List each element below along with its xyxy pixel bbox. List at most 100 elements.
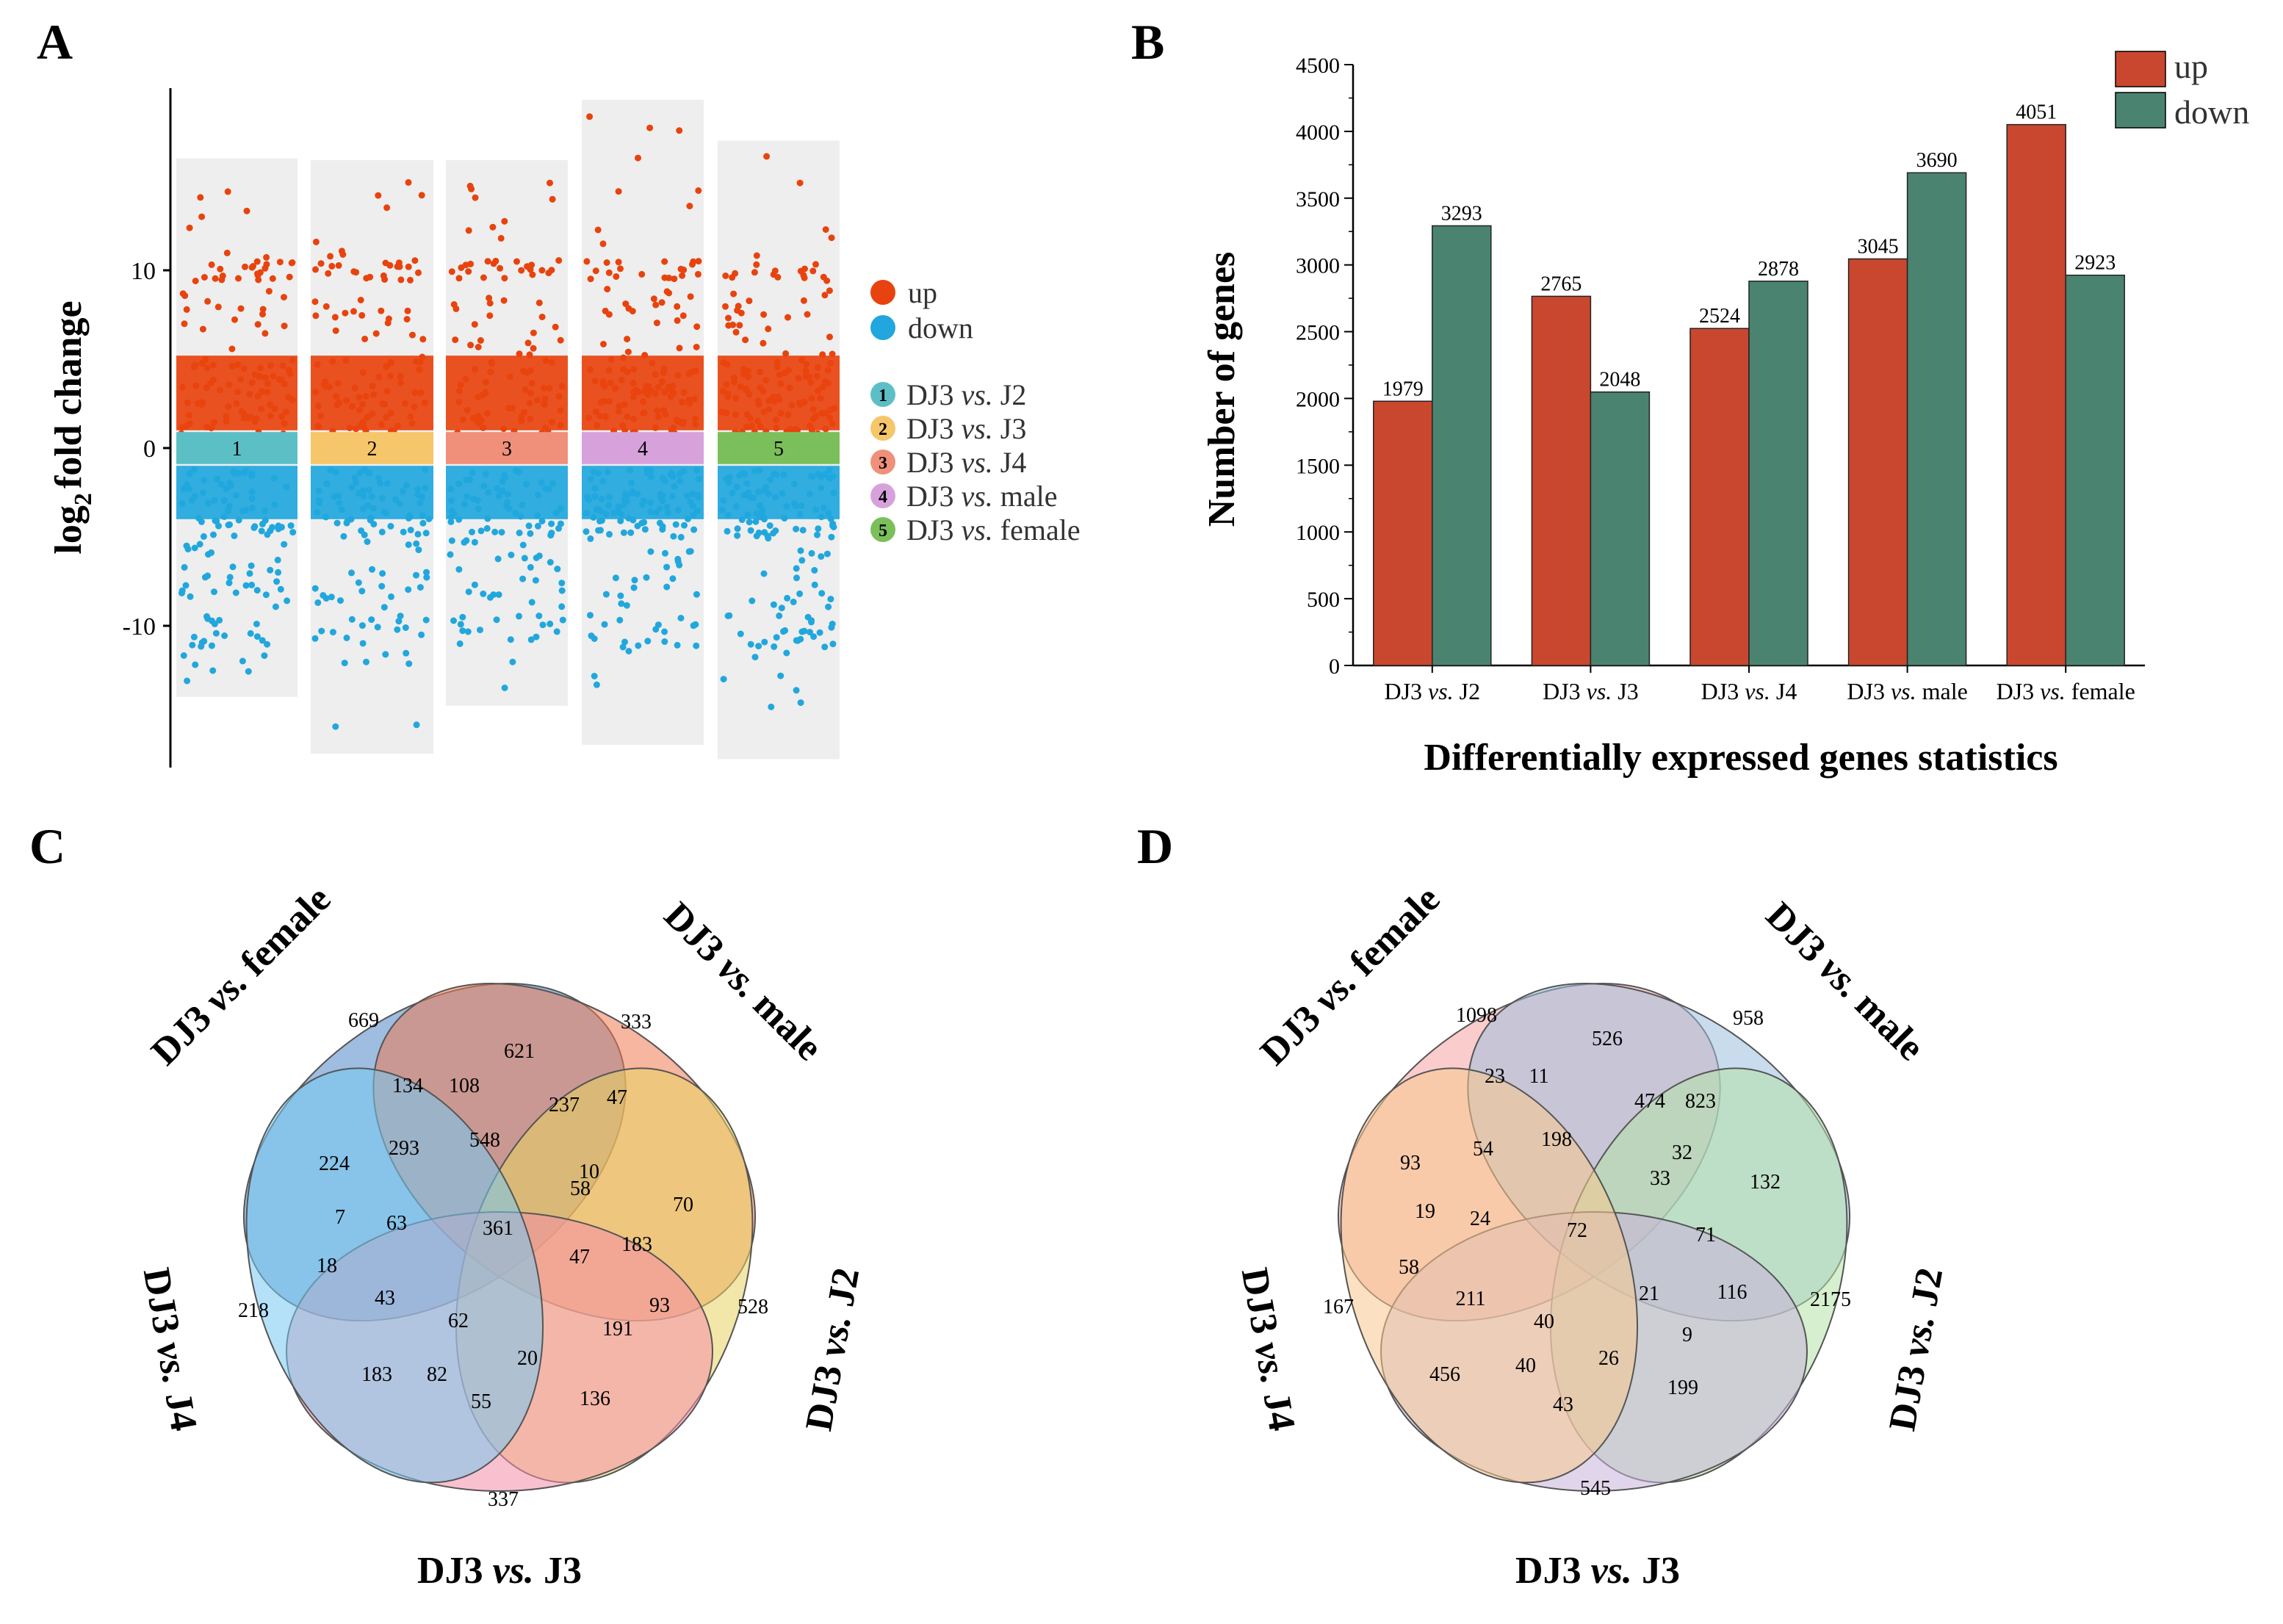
- scatter-point: [328, 262, 336, 270]
- scatter-point: [337, 597, 344, 605]
- scatter-point: [807, 629, 813, 636]
- legend-group-number: 3: [879, 454, 887, 473]
- scatter-point: [809, 267, 817, 275]
- scatter-point: [753, 252, 760, 259]
- scatter-point: [461, 538, 468, 546]
- scatter-point: [205, 551, 212, 558]
- scatter-point: [798, 557, 806, 564]
- scatter-point: [458, 264, 465, 271]
- venn-region-count: 134: [392, 1075, 423, 1097]
- scatter-point: [388, 593, 394, 600]
- scatter-point: [364, 538, 371, 545]
- scatter-point: [653, 320, 660, 327]
- bar-y-tick-label: 500: [1307, 588, 1340, 612]
- venn-region-count: 293: [389, 1137, 419, 1160]
- group-strip-number: 4: [638, 438, 648, 461]
- scatter-point: [652, 301, 660, 308]
- scatter-point: [586, 113, 594, 120]
- scatter-point: [358, 588, 366, 595]
- scatter-point: [755, 643, 762, 650]
- scatter-point: [456, 640, 464, 647]
- scatter-point: [405, 586, 412, 593]
- scatter-point: [403, 649, 410, 657]
- scatter-point: [782, 627, 789, 634]
- scatter-point: [695, 187, 702, 194]
- scatter-point: [687, 548, 694, 555]
- scatter-point: [681, 522, 688, 529]
- scatter-point: [258, 527, 265, 535]
- scatter-point: [467, 260, 475, 267]
- scatter-point: [777, 672, 785, 679]
- venn-region-count: 456: [1429, 1363, 1460, 1386]
- scatter-point: [689, 261, 696, 268]
- bar-y-tick-label: 2500: [1296, 321, 1340, 345]
- scatter-point: [804, 613, 812, 621]
- scatter-point: [498, 529, 505, 536]
- scatter-point: [583, 528, 590, 535]
- y-axis-ticks: 10 0 -10: [123, 258, 170, 640]
- scatter-point: [693, 591, 700, 598]
- legend-group-badge: [870, 416, 895, 441]
- scatter-point: [289, 529, 297, 536]
- scatter-point: [638, 270, 646, 278]
- scatter-point: [828, 234, 835, 242]
- scatter-point: [265, 288, 273, 295]
- scatter-point: [259, 637, 266, 644]
- scatter-point: [397, 613, 404, 620]
- panel-d-letter: D: [1137, 818, 1173, 874]
- scatter-point: [730, 290, 737, 297]
- bar-up: [1689, 328, 1750, 666]
- scatter-point: [674, 303, 681, 310]
- scatter-point: [797, 699, 804, 707]
- scatter-point: [312, 312, 320, 320]
- scatter-point: [480, 591, 487, 597]
- scatter-point: [734, 532, 741, 539]
- venn-region-count: 1098: [1456, 1004, 1497, 1027]
- venn-region-count: 40: [1534, 1310, 1554, 1333]
- legend-group-number: 1: [879, 386, 887, 405]
- scatter-point: [264, 640, 271, 648]
- scatter-point: [613, 273, 620, 280]
- scatter-point: [403, 316, 411, 323]
- scatter-point: [823, 550, 831, 557]
- scatter-point: [228, 345, 236, 353]
- scatter-point: [799, 527, 807, 534]
- scatter-point: [527, 636, 535, 643]
- scatter-point: [348, 569, 355, 577]
- scatter-point: [361, 531, 368, 538]
- scatter-point: [340, 533, 347, 540]
- scatter-point: [248, 264, 256, 271]
- bar-category-label: DJ3 vs. male: [1847, 678, 1967, 704]
- bar-down: [1590, 391, 1651, 666]
- scatter-point: [547, 179, 553, 187]
- bar-value-label: 2524: [1699, 305, 1740, 328]
- legend-group-number: 2: [879, 420, 887, 439]
- venn-region-count: 26: [1598, 1347, 1619, 1370]
- scatter-point: [625, 305, 632, 312]
- venn-region-count: 191: [602, 1318, 633, 1340]
- scatter-point: [342, 309, 349, 317]
- legend-group-badge: [870, 483, 895, 508]
- scatter-point: [242, 263, 248, 270]
- venn-region-count: 33: [1650, 1167, 1670, 1190]
- venn-region-count: 10: [579, 1161, 599, 1183]
- scatter-point: [198, 213, 206, 220]
- scatter-point: [724, 527, 731, 535]
- scatter-point: [333, 519, 341, 527]
- scatter-point: [281, 322, 288, 330]
- scatter-point: [378, 528, 386, 535]
- legend-up-label: up: [908, 276, 937, 309]
- scatter-point: [720, 676, 727, 683]
- scatter-point: [495, 591, 502, 599]
- bars: [1373, 123, 2125, 666]
- venn-region-count: 7: [335, 1206, 345, 1229]
- group-strip-number: 1: [232, 438, 242, 461]
- scatter-point: [397, 276, 405, 284]
- bar-category-label: DJ3 vs. J4: [1701, 678, 1797, 704]
- scatter-point: [253, 258, 261, 265]
- scatter-point: [450, 617, 457, 624]
- venn-region-count: 43: [1553, 1393, 1573, 1416]
- legend-down-label: down: [2174, 93, 2249, 131]
- scatter-point: [416, 584, 424, 591]
